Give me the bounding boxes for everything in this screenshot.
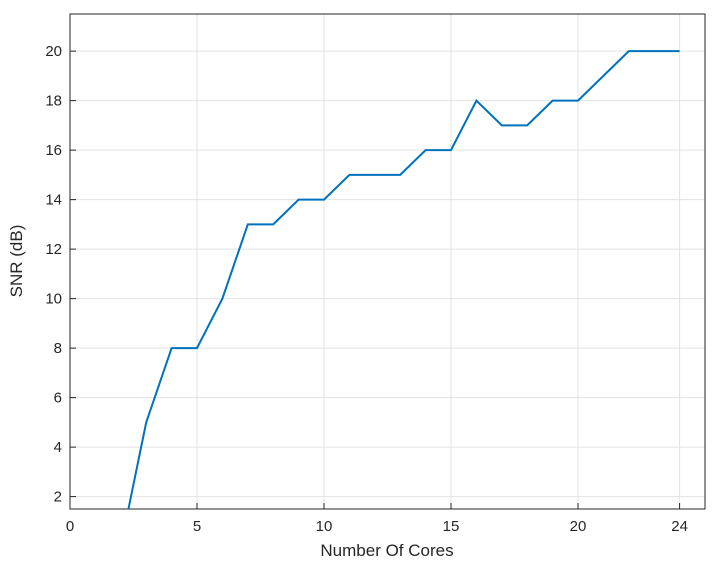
x-tick-label: 10 [316, 518, 333, 535]
y-tick-label: 16 [45, 142, 62, 159]
x-axis-label: Number Of Cores [320, 541, 453, 560]
y-tick-label: 20 [45, 43, 62, 60]
x-tick-label: 15 [443, 518, 460, 535]
y-axis-label: SNR (dB) [7, 225, 26, 298]
y-tick-label: 4 [54, 439, 62, 456]
y-tick-label: 18 [45, 93, 62, 110]
x-tick-label: 0 [66, 518, 74, 535]
x-tick-label: 5 [193, 518, 201, 535]
y-tick-label: 6 [54, 390, 62, 407]
plot-frame [69, 13, 706, 510]
y-tick-label: 2 [54, 489, 62, 506]
y-tick-label: 12 [45, 241, 62, 258]
data-line [127, 50, 680, 509]
x-tick-label: 24 [671, 518, 688, 535]
y-tick-label: 10 [45, 291, 62, 308]
x-tick-label: 20 [570, 518, 587, 535]
y-tick-label: 8 [54, 340, 62, 357]
y-tick-label: 14 [45, 192, 62, 209]
